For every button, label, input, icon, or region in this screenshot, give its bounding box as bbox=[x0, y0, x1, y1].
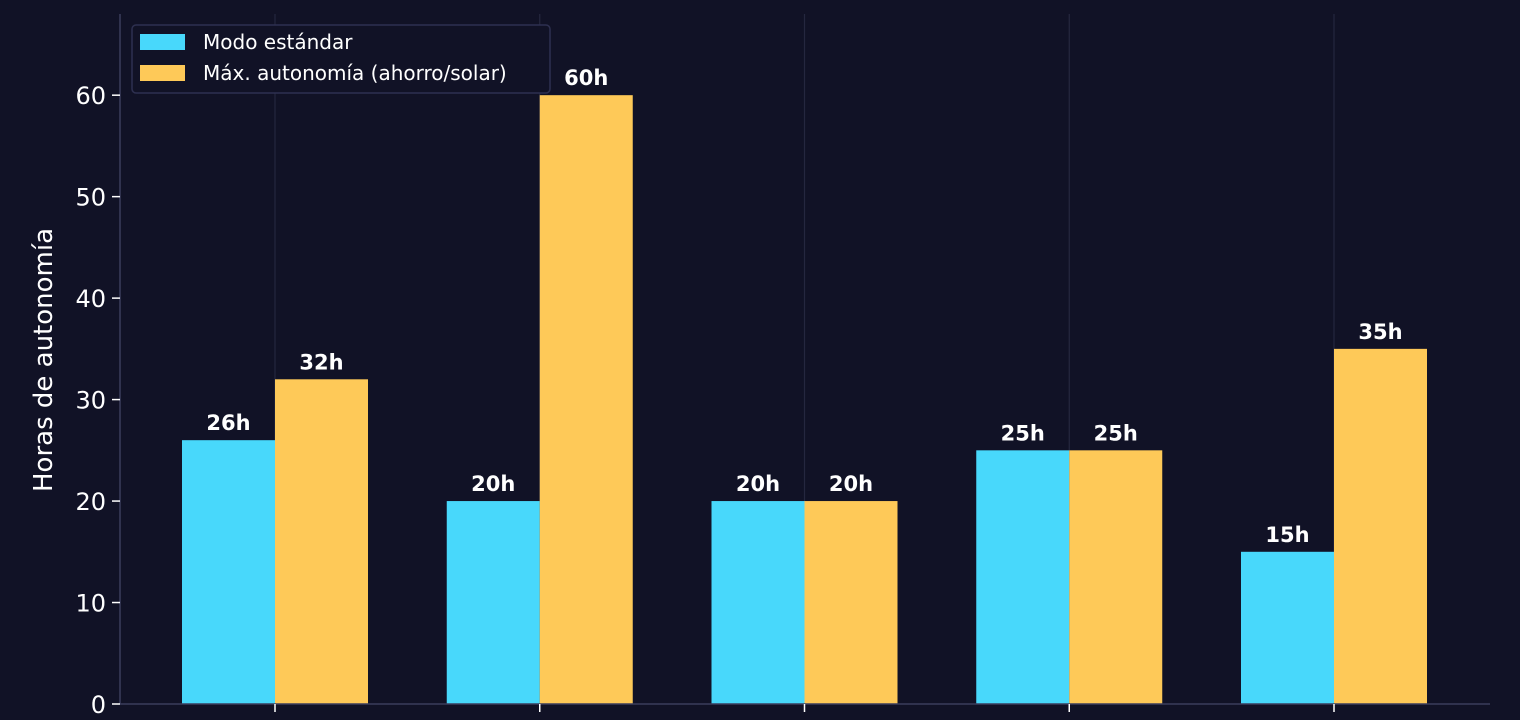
y-tick-label: 20 bbox=[75, 488, 106, 516]
legend-box bbox=[131, 24, 551, 94]
bar-value-label: 32h bbox=[299, 350, 343, 374]
legend-swatch-max bbox=[140, 65, 185, 81]
y-ticks: 0 10 20 30 40 50 60 bbox=[75, 82, 120, 719]
y-tick-label: 60 bbox=[75, 82, 106, 110]
bar-value-label: 20h bbox=[736, 472, 780, 496]
bar-value-label: 35h bbox=[1358, 320, 1402, 344]
bar-standard bbox=[711, 501, 805, 704]
y-tick-label: 30 bbox=[75, 387, 106, 415]
y-tick-label: 10 bbox=[75, 590, 106, 618]
bar-standard bbox=[446, 501, 540, 704]
bar-value-label: 25h bbox=[1094, 421, 1138, 445]
bar-value-label: 25h bbox=[1001, 421, 1045, 445]
y-tick-label: 40 bbox=[75, 285, 106, 313]
bars bbox=[182, 95, 1427, 705]
value-labels: 26h 32h 20h 60h 20h 20h 25h 25h 15h 35h bbox=[206, 66, 1402, 547]
y-tick-label: 50 bbox=[75, 184, 106, 212]
y-axis-title: Horas de autonomía bbox=[29, 228, 59, 492]
legend: Modo estándar Máx. autonomía (ahorro/sol… bbox=[131, 24, 551, 94]
bar-max-autonomy bbox=[275, 379, 368, 704]
legend-label-standard: Modo estándar bbox=[203, 30, 353, 54]
legend-label-max: Máx. autonomía (ahorro/solar) bbox=[203, 61, 507, 85]
bar-max-autonomy bbox=[1334, 348, 1427, 704]
bar-value-label: 60h bbox=[564, 66, 608, 90]
bar-standard bbox=[1241, 551, 1334, 704]
bar-standard bbox=[182, 440, 275, 704]
bar-standard bbox=[976, 450, 1070, 704]
legend-swatch-standard bbox=[140, 34, 185, 50]
bar-value-label: 15h bbox=[1265, 523, 1309, 547]
bar-value-label: 20h bbox=[829, 472, 873, 496]
bar-value-label: 20h bbox=[471, 472, 515, 496]
bar-value-label: 26h bbox=[206, 411, 250, 435]
bar-max-autonomy bbox=[804, 501, 898, 704]
bar-max-autonomy bbox=[1069, 450, 1163, 704]
y-tick-label: 0 bbox=[91, 691, 106, 719]
x-ticks bbox=[274, 704, 1335, 712]
bar-max-autonomy bbox=[539, 95, 633, 705]
